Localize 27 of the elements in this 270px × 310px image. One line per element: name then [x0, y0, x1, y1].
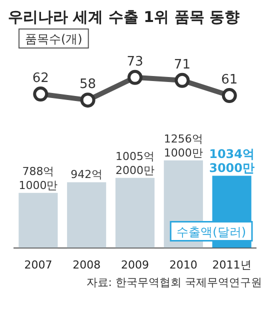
- bar: [67, 182, 106, 248]
- data-label: 942억: [70, 168, 103, 182]
- point: [174, 72, 190, 88]
- point: [128, 70, 142, 85]
- data-label: 71: [174, 57, 190, 72]
- x-tick-label: 2011년: [212, 258, 252, 272]
- series-label: 수출액(달러): [176, 224, 246, 239]
- data-label: 58: [80, 77, 96, 92]
- data-label: 62: [32, 71, 49, 86]
- data-label: 61: [221, 72, 238, 88]
- point: [222, 88, 237, 104]
- x-tick-label: 2008: [72, 258, 101, 272]
- point: [33, 86, 48, 102]
- text: 품목수(개): [25, 32, 82, 46]
- data-label: 1034억 3000만: [209, 146, 255, 175]
- data-label: 1256억 1000만: [164, 132, 203, 160]
- data-label: 788억 1000만: [18, 164, 58, 192]
- x-tick-label: 2009: [121, 258, 149, 272]
- text: 자료: 한국무역협회 국제무역연구원: [85, 275, 262, 290]
- x-tick-label: 2007: [24, 258, 52, 272]
- data-label: 73: [126, 54, 144, 70]
- bar: [18, 192, 58, 248]
- data-label: 1005억 2000만: [116, 150, 154, 177]
- point: [80, 92, 96, 108]
- bar: [115, 178, 155, 248]
- x-tick-label: 2010: [169, 258, 198, 272]
- chart-title: 우리나라 세계 수출 1위 품목 동향: [8, 8, 241, 27]
